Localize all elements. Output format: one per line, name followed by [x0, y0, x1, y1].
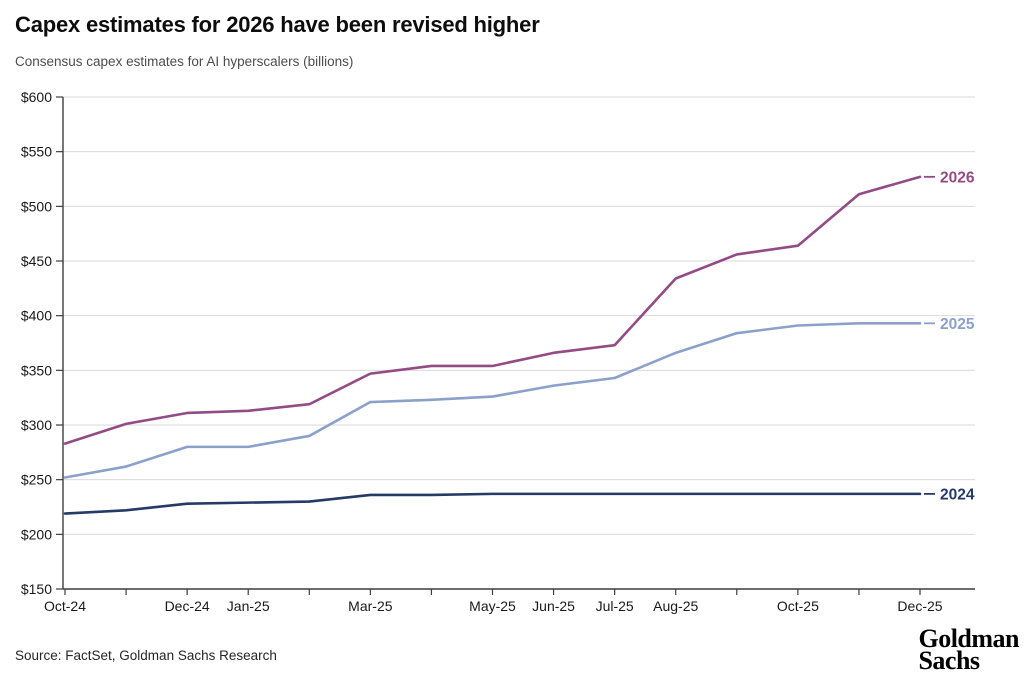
series-end-label-2026: 2026	[940, 169, 975, 186]
series-line-2026	[63, 175, 922, 445]
x-tick-label: Dec-25	[897, 598, 942, 614]
x-tick-label: Aug-25	[653, 598, 698, 614]
y-tick-label: $600	[21, 89, 52, 105]
source-note: Source: FactSet, Goldman Sachs Research	[15, 648, 277, 663]
goldman-sachs-logo: Goldman Sachs	[918, 624, 1019, 675]
series-line-2024	[63, 492, 922, 515]
y-tick-label: $150	[21, 581, 52, 597]
x-tick-label: Mar-25	[348, 598, 393, 614]
y-tick-label: $500	[21, 198, 52, 214]
series-line-2025	[63, 322, 922, 479]
series-end-label-2024: 2024	[940, 486, 975, 503]
y-tick-label: $450	[21, 253, 52, 269]
x-tick-label: Jan-25	[227, 598, 270, 614]
y-tick-label: $200	[21, 526, 52, 542]
x-tick-label: May-25	[469, 598, 516, 614]
line-chart: $150 $200 $250 $300 $350 $400 $450 $500 $550 $600…	[21, 89, 975, 614]
y-tick-label: $350	[21, 362, 52, 378]
chart-title: Capex estimates for 2026 have been revis…	[15, 12, 540, 37]
y-tick-label: $300	[21, 417, 52, 433]
logo-line-1: Goldman	[918, 624, 1019, 653]
x-tick-label: Dec-24	[165, 598, 210, 614]
x-tick-label: Jul-25	[596, 598, 634, 614]
x-tick-label: Jun-25	[532, 598, 575, 614]
logo-line-2: Sachs	[918, 646, 980, 675]
y-tick-label: $250	[21, 472, 52, 488]
y-tick-label: $400	[21, 308, 52, 324]
y-tick-label: $550	[21, 144, 52, 160]
x-tick-label: Oct-25	[777, 598, 819, 614]
chart-subtitle: Consensus capex estimates for AI hypersc…	[15, 54, 354, 69]
x-tick-label: Oct-24	[44, 598, 86, 614]
series-end-label-2025: 2025	[940, 316, 975, 333]
